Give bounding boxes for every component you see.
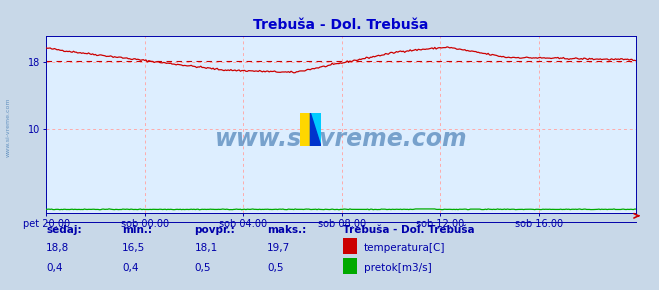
Text: 18,8: 18,8 <box>46 243 69 253</box>
Text: maks.:: maks.: <box>267 225 306 235</box>
Title: Trebuša - Dol. Trebuša: Trebuša - Dol. Trebuša <box>253 18 429 32</box>
Text: 18,1: 18,1 <box>194 243 217 253</box>
Text: 0,4: 0,4 <box>122 263 138 273</box>
Text: sedaj:: sedaj: <box>46 225 82 235</box>
Text: www.si-vreme.com: www.si-vreme.com <box>5 98 11 157</box>
Polygon shape <box>310 113 321 146</box>
Text: pretok[m3/s]: pretok[m3/s] <box>364 263 432 273</box>
Text: Trebuša - Dol. Trebuša: Trebuša - Dol. Trebuša <box>343 225 474 235</box>
Text: www.si-vreme.com: www.si-vreme.com <box>215 127 467 151</box>
Text: 0,4: 0,4 <box>46 263 63 273</box>
Text: 19,7: 19,7 <box>267 243 290 253</box>
Text: 0,5: 0,5 <box>194 263 211 273</box>
Text: 16,5: 16,5 <box>122 243 145 253</box>
Text: povpr.:: povpr.: <box>194 225 235 235</box>
Text: min.:: min.: <box>122 225 152 235</box>
Text: temperatura[C]: temperatura[C] <box>364 243 445 253</box>
Bar <box>300 113 310 146</box>
Text: 0,5: 0,5 <box>267 263 283 273</box>
Polygon shape <box>310 113 321 146</box>
